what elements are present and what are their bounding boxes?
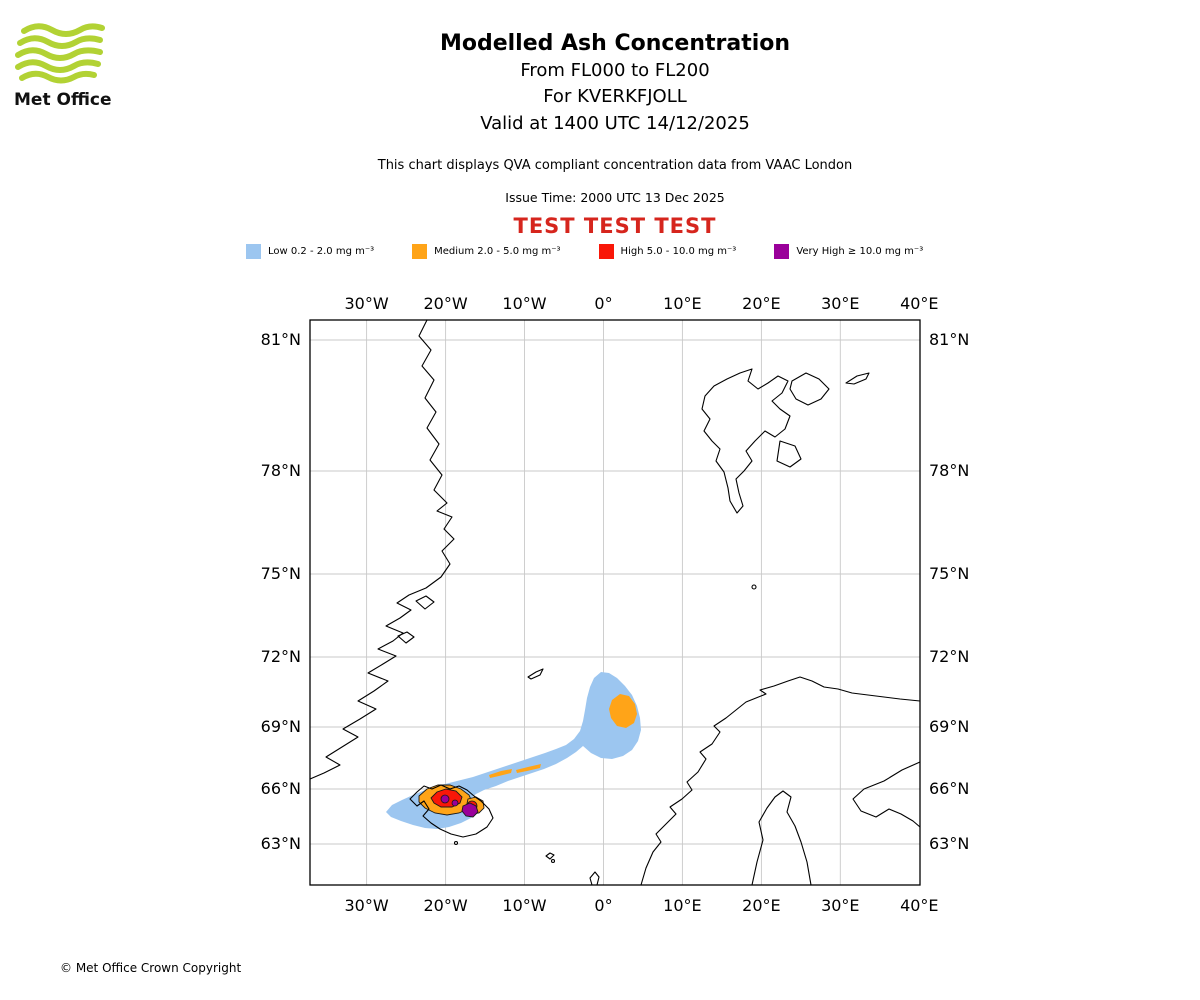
concentration-legend: Low 0.2 - 2.0 mg m⁻³ Medium 2.0 - 5.0 mg… <box>246 244 923 259</box>
test-banner: TEST TEST TEST <box>513 214 717 239</box>
latitude-labels-left: 81°N 78°N 75°N 72°N 69°N 66°N 63°N <box>261 330 301 853</box>
coastline-shetland <box>589 871 600 886</box>
coastline-greenland-island-1 <box>415 595 435 610</box>
chart-header: Modelled Ash Concentration From FL000 to… <box>30 30 1200 238</box>
legend-swatch-low-icon <box>246 244 261 259</box>
met-office-logo-waves <box>15 23 105 84</box>
ash-polygon-medium-streak-1 <box>489 769 512 778</box>
qva-note: This chart displays QVA compliant concen… <box>377 158 853 174</box>
lon-label: 30°E <box>821 294 859 313</box>
met-office-logo-text: Met Office <box>14 90 112 110</box>
ash-spot-very-high-1 <box>440 794 450 804</box>
lat-label: 69°N <box>261 717 301 736</box>
lat-label: 72°N <box>261 647 301 666</box>
flight-level-line: From FL000 to FL200 <box>520 59 710 81</box>
coastline-norway <box>640 676 921 886</box>
lat-label: 81°N <box>261 330 301 349</box>
longitude-labels-top: 30°W 20°W 10°W 0° 10°E 20°E 30°E 40°E <box>345 294 939 313</box>
lon-label: 40°E <box>900 896 938 915</box>
coastline-svalbard-spitsbergen <box>701 368 791 514</box>
lon-label: 0° <box>594 896 612 915</box>
coastline-gulf-of-bothnia <box>751 790 812 886</box>
coastlines <box>309 319 921 886</box>
longitude-labels-bottom: 30°W 20°W 10°W 0° 10°E 20°E 30°E 40°E <box>345 896 939 915</box>
ash-polygon-medium-streak-2 <box>516 764 541 773</box>
legend-label-low: Low 0.2 - 2.0 mg m⁻³ <box>268 246 375 257</box>
lat-label: 63°N <box>261 834 301 853</box>
legend-swatch-high-icon <box>598 244 614 259</box>
lat-label: 69°N <box>929 717 969 736</box>
coastline-kvitoya-islet <box>845 372 870 385</box>
lat-label: 78°N <box>929 461 969 480</box>
legend-item-medium: Medium 2.0 - 5.0 mg m⁻³ <box>412 244 561 259</box>
coastline-svalbard-edgeoya <box>776 440 802 468</box>
ash-spot-very-high-2 <box>451 799 459 807</box>
coastline-iceland <box>409 784 494 838</box>
map-frame <box>309 319 921 886</box>
lon-label: 0° <box>594 294 612 313</box>
lon-label: 20°W <box>424 896 468 915</box>
lon-label: 20°E <box>742 294 780 313</box>
coastline-greenland-island-2 <box>397 631 415 644</box>
legend-item-low: Low 0.2 - 2.0 mg m⁻³ <box>246 244 374 259</box>
lon-label: 30°W <box>345 294 389 313</box>
legend-label-very-high: Very High ≥ 10.0 mg m⁻³ <box>796 246 924 257</box>
ash-polygon-very-high-south <box>461 802 479 818</box>
lon-label: 40°E <box>900 294 938 313</box>
coastline-vestmannaeyjar-islet <box>453 840 459 846</box>
lon-label: 10°E <box>663 294 701 313</box>
crown-copyright: © Met Office Crown Copyright <box>60 961 242 975</box>
coastline-faroe-islet <box>550 858 556 864</box>
legend-label-medium: Medium 2.0 - 5.0 mg m⁻³ <box>434 246 561 257</box>
coastline-faroe-islands <box>545 852 555 860</box>
legend-item-high: High 5.0 - 10.0 mg m⁻³ <box>598 244 737 259</box>
lon-label: 10°W <box>502 294 546 313</box>
coastline-white-sea <box>852 761 921 828</box>
valid-time-line: Valid at 1400 UTC 14/12/2025 <box>480 112 750 134</box>
latitude-labels-right: 81°N 78°N 75°N 72°N 69°N 66°N 63°N <box>929 330 969 853</box>
lon-label: 10°W <box>502 896 546 915</box>
lat-label: 75°N <box>929 564 969 583</box>
legend-item-very-high: Very High ≥ 10.0 mg m⁻³ <box>774 244 923 259</box>
legend-swatch-very-high-icon <box>774 244 790 259</box>
lat-label: 72°N <box>929 647 969 666</box>
coastline-greenland <box>309 319 455 780</box>
coastline-bear-island <box>751 584 757 590</box>
chart-title: Modelled Ash Concentration <box>439 31 791 56</box>
coastline-svalbard-nordaustlandet <box>789 372 830 406</box>
lon-label: 20°E <box>742 896 780 915</box>
met-office-logo: Met Office <box>14 22 114 110</box>
lon-label: 30°W <box>345 896 389 915</box>
lat-label: 63°N <box>929 834 969 853</box>
lat-label: 66°N <box>261 779 301 798</box>
lon-label: 30°E <box>821 896 859 915</box>
ash-region-very-high <box>440 794 479 818</box>
legend-label-high: High 5.0 - 10.0 mg m⁻³ <box>620 246 737 257</box>
lat-label: 66°N <box>929 779 969 798</box>
lat-label: 75°N <box>261 564 301 583</box>
lat-label: 81°N <box>929 330 969 349</box>
lon-label: 10°E <box>663 896 701 915</box>
volcano-line: For KVERKFJOLL <box>543 86 687 108</box>
coastline-jan-mayen <box>527 668 544 680</box>
lat-label: 78°N <box>261 461 301 480</box>
ash-polygon-medium-lobe <box>609 694 637 728</box>
graticule-grid <box>310 320 920 885</box>
lon-label: 20°W <box>424 294 468 313</box>
issue-time: Issue Time: 2000 UTC 13 Dec 2025 <box>505 190 725 206</box>
legend-swatch-medium-icon <box>412 244 428 259</box>
